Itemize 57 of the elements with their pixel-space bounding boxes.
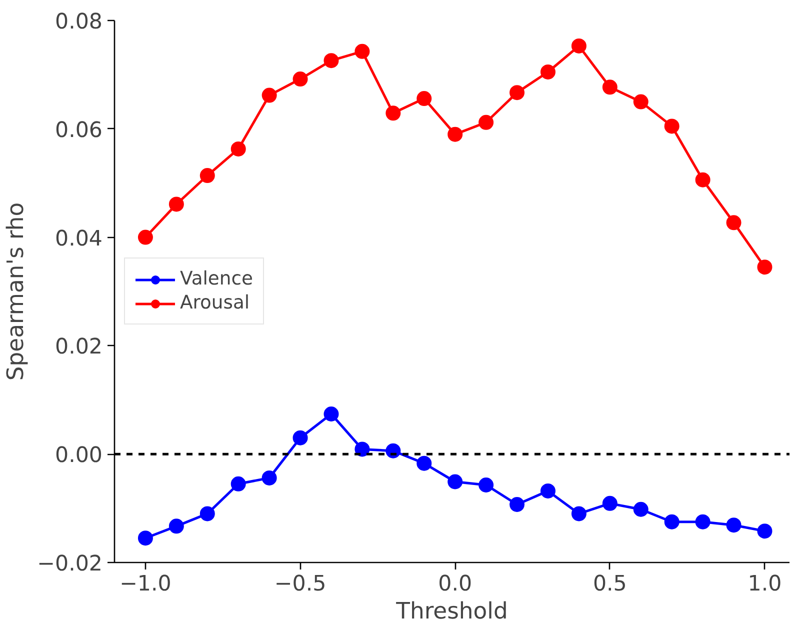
point: [602, 496, 618, 511]
point: [324, 53, 339, 68]
y-tick-label: 0.04: [55, 226, 103, 252]
point: [354, 442, 370, 457]
point: [695, 514, 710, 530]
point: [540, 64, 556, 80]
x-tick-label: 0.0: [438, 572, 472, 596]
point: [540, 483, 556, 498]
y-tick-label: 0.02: [55, 334, 103, 360]
point: [386, 106, 401, 121]
point: [633, 94, 648, 110]
point: [571, 38, 586, 54]
point: [602, 80, 618, 95]
point: [168, 518, 184, 534]
x-tick-label: −1.0: [120, 572, 172, 596]
y-tick-label: 0.06: [55, 118, 103, 143]
point: [478, 478, 494, 492]
point: [757, 260, 772, 275]
point: [510, 85, 525, 100]
point: [478, 114, 494, 130]
legend-label: Arousal: [180, 292, 250, 314]
point: [416, 91, 432, 106]
point: [230, 141, 246, 156]
point: [664, 118, 680, 134]
point: [386, 443, 401, 458]
point: [448, 126, 463, 142]
point: [695, 172, 710, 188]
point: [354, 44, 370, 59]
point: [262, 88, 277, 103]
point: [138, 530, 153, 546]
point: [262, 470, 277, 486]
point: [448, 474, 463, 490]
point: [726, 215, 742, 230]
y-tick-label: −0.02: [37, 552, 102, 576]
point: [230, 476, 246, 492]
x-tick-label: −0.5: [274, 572, 326, 596]
y-axis-title: Spearman's rho: [3, 202, 30, 381]
x-tick-label: 0.5: [592, 572, 627, 596]
point: [292, 430, 308, 446]
point: [664, 514, 680, 530]
point: [416, 456, 432, 471]
point: [571, 506, 586, 522]
point: [292, 72, 308, 87]
x-tick-label: 1.0: [748, 572, 782, 596]
point: [138, 230, 153, 245]
point: [633, 502, 648, 517]
y-tick-label: 0.00: [55, 443, 103, 468]
point: [757, 524, 772, 539]
point: [200, 506, 215, 522]
y-tick-label: 0.08: [55, 10, 103, 34]
legend-label: Valence: [180, 268, 253, 290]
point: [200, 168, 215, 183]
point: [510, 497, 525, 512]
point: [726, 518, 742, 533]
x-axis-title: Threshold: [395, 598, 508, 624]
point: [168, 196, 184, 212]
point: [324, 406, 339, 422]
